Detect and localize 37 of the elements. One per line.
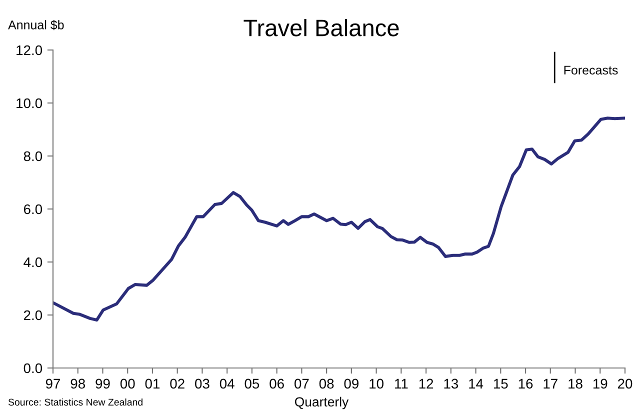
y-tick-label: 4.0	[24, 257, 42, 268]
y-tick-label: 10.0	[16, 98, 42, 108]
x-tick-label: 02	[170, 378, 184, 389]
x-tick-label: 14	[469, 378, 484, 388]
chart-title: Travel Balance	[244, 18, 399, 36]
x-tick-label: 15	[494, 378, 508, 389]
y-tick-label: 6.0	[24, 204, 42, 214]
y-tick-label: 2.0	[24, 310, 42, 320]
x-tick-label: 99	[96, 378, 110, 389]
x-tick-label: 08	[319, 378, 334, 389]
x-tick-label: 07	[294, 378, 309, 389]
x-tick-label: 18	[568, 378, 582, 389]
x-tick-label: 10	[370, 378, 384, 389]
source-note: Source: Statistics New Zealand	[8, 398, 142, 406]
x-tick-label: 98	[70, 378, 85, 389]
x-tick-label: 17	[544, 378, 558, 388]
x-tick-label: 97	[46, 378, 60, 389]
x-tick-label: 19	[593, 378, 608, 389]
x-tick-label: 04	[220, 378, 234, 389]
ref-line-label: Forecasts	[564, 66, 618, 75]
x-tick-label: 20	[618, 378, 632, 389]
y-tick-label: 8.0	[24, 151, 42, 162]
x-tick-label: 11	[395, 378, 408, 388]
x-tick-label: 05	[244, 378, 260, 389]
x-axis-title: Quarterly	[294, 396, 349, 410]
y-axis-title: Annual $b	[8, 20, 64, 30]
x-tick-label: 03	[195, 378, 210, 389]
x-tick-label: 12	[419, 378, 434, 388]
x-tick-label: 09	[344, 378, 358, 389]
x-tick-label: 01	[145, 378, 160, 389]
x-tick-label: 06	[270, 378, 284, 389]
x-tick-label: 13	[444, 378, 458, 389]
y-tick-label: 12.0	[16, 45, 42, 56]
x-tick-label: 16	[518, 378, 533, 389]
y-tick-label: 0.0	[24, 363, 42, 374]
x-tick-label: 00	[120, 378, 135, 389]
line-series	[53, 116, 625, 322]
